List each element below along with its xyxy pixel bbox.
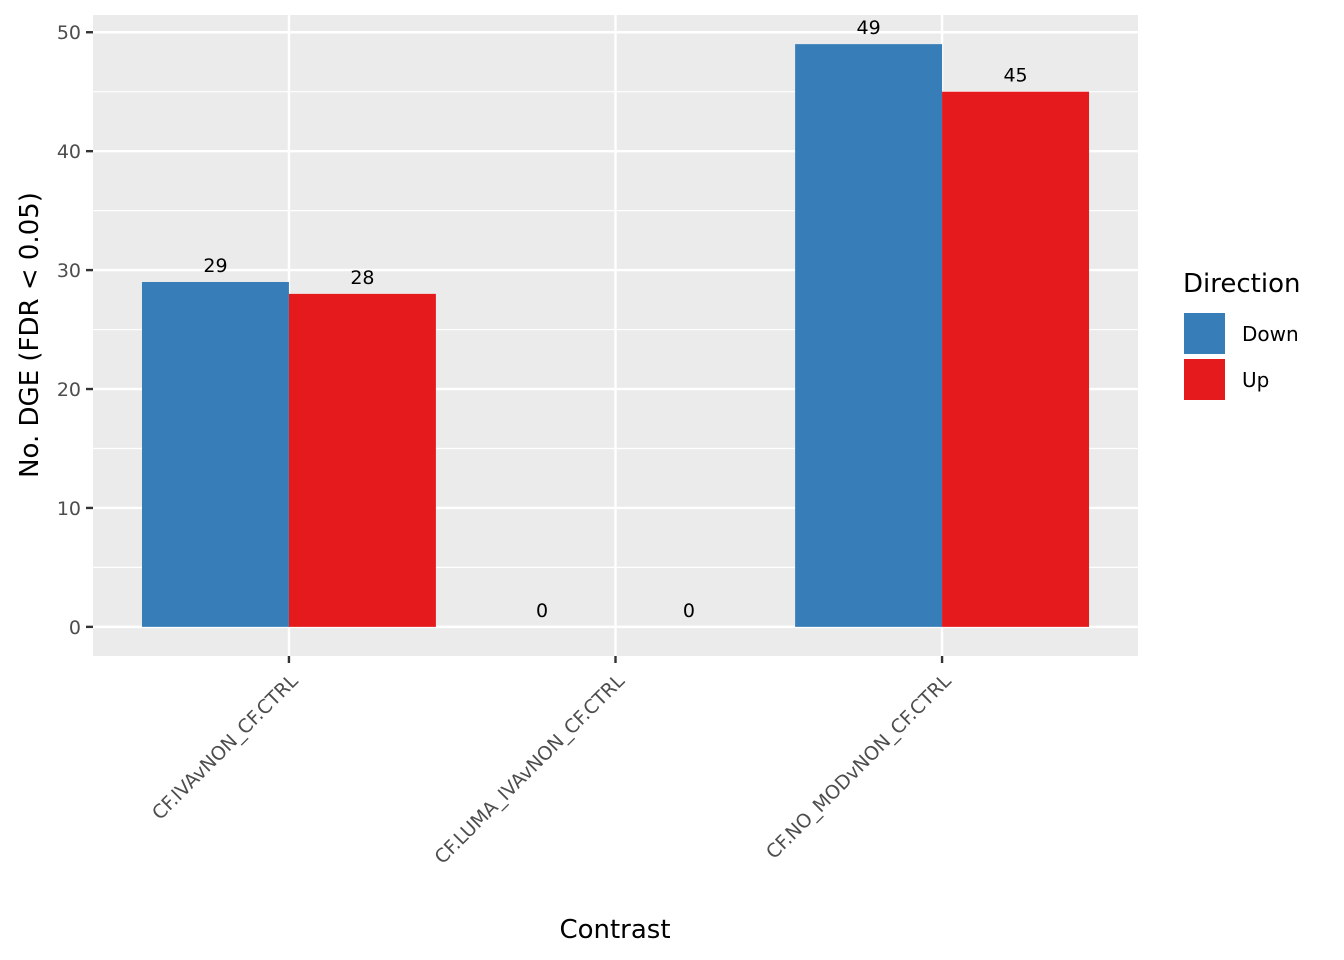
y-tick-label: 20	[57, 379, 81, 401]
data-label: 0	[536, 600, 548, 622]
bars	[141, 44, 1090, 627]
legend: Direction Down Up	[1182, 269, 1300, 402]
y-tick-label: 30	[57, 260, 81, 282]
x-axis: CF.IVAvNON_CF.CTRL CF.LUMA_IVAvNON_CF.CTR…	[148, 656, 956, 869]
legend-title: Direction	[1183, 269, 1300, 299]
y-tick-label: 40	[57, 141, 81, 163]
x-tick-label: CF.IVAvNON_CF.CTRL	[148, 670, 303, 825]
bar-down	[141, 281, 289, 627]
legend-label: Up	[1242, 368, 1269, 392]
bar-up	[942, 91, 1090, 627]
bar-down	[795, 44, 943, 627]
y-tick-label: 50	[57, 22, 81, 44]
y-tick-label: 0	[69, 617, 81, 639]
y-tick-label: 10	[57, 498, 81, 520]
x-axis-title: Contrast	[559, 915, 670, 945]
legend-key-up	[1182, 357, 1227, 402]
y-axis-title: No. DGE (FDR < 0.05)	[15, 192, 45, 478]
data-label: 45	[1003, 65, 1027, 87]
x-tick-label: CF.LUMA_IVAvNON_CF.CTRL	[430, 670, 629, 869]
data-label: 28	[350, 267, 374, 289]
legend-label: Down	[1242, 322, 1299, 346]
legend-key-down	[1182, 311, 1227, 356]
data-label: 0	[683, 600, 695, 622]
bar-up	[288, 293, 436, 627]
x-tick-label: CF.NO_MODvNON_CF.CTRL	[762, 670, 956, 864]
y-axis: 0 10 20 30 40 50	[57, 22, 93, 639]
data-label: 49	[856, 17, 880, 39]
data-labels: 29 0 49 28 0 45	[203, 17, 1027, 622]
data-label: 29	[203, 255, 227, 277]
